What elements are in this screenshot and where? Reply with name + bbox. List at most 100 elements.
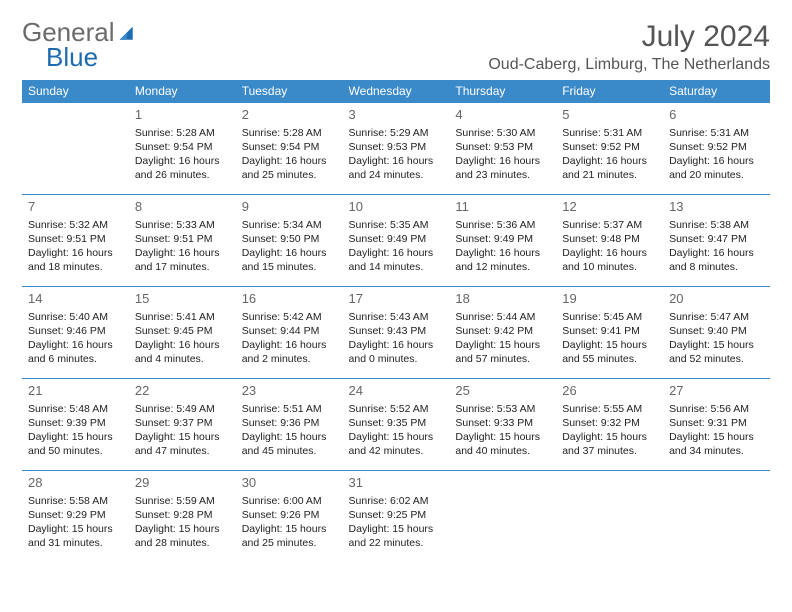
calendar-cell: 13Sunrise: 5:38 AMSunset: 9:47 PMDayligh… bbox=[663, 195, 770, 287]
day-number: 29 bbox=[135, 474, 230, 492]
day-info: Sunrise: 6:02 AMSunset: 9:25 PMDaylight:… bbox=[349, 494, 444, 551]
calendar-cell: 27 Sunrise: 5:56 AMSunset: 9:31 PMDayligh… bbox=[663, 379, 770, 471]
day-number: 21 bbox=[28, 382, 123, 400]
day-info: Sunrise: 5:41 AMSunset: 9:45 PMDaylight:… bbox=[135, 310, 230, 367]
calendar-cell bbox=[663, 471, 770, 563]
calendar-cell bbox=[556, 471, 663, 563]
calendar-cell: 18Sunrise: 5:44 AMSunset: 9:42 PMDayligh… bbox=[449, 287, 556, 379]
day-number: 14 bbox=[28, 290, 123, 308]
location: Oud-Caberg, Limburg, The Netherlands bbox=[488, 56, 770, 74]
day-info: Sunrise: 5:36 AMSunset: 9:49 PMDaylight:… bbox=[455, 218, 550, 275]
day-info: Sunrise: 5:30 AMSunset: 9:53 PMDaylight:… bbox=[455, 126, 550, 183]
day-number: 18 bbox=[455, 290, 550, 308]
day-info: Sunrise: 5:28 AMSunset: 9:54 PMDaylight:… bbox=[242, 126, 337, 183]
weekday-header: Saturday bbox=[663, 80, 770, 103]
day-info: Sunrise: 5:45 AMSunset: 9:41 PMDaylight:… bbox=[562, 310, 657, 367]
day-number: 13 bbox=[669, 198, 764, 216]
day-number: 12 bbox=[562, 198, 657, 216]
day-info: Sunrise: 5:31 AMSunset: 9:52 PMDaylight:… bbox=[562, 126, 657, 183]
calendar-row: 1 Sunrise: 5:28 AMSunset: 9:54 PMDaylight… bbox=[22, 103, 770, 195]
day-number: 6 bbox=[669, 106, 764, 124]
day-number: 26 bbox=[562, 382, 657, 400]
day-number: 5 bbox=[562, 106, 657, 124]
calendar-cell: 29Sunrise: 5:59 AMSunset: 9:28 PMDayligh… bbox=[129, 471, 236, 563]
calendar-table: SundayMondayTuesdayWednesdayThursdayFrid… bbox=[22, 80, 770, 563]
day-info: Sunrise: 5:52 AMSunset: 9:35 PMDaylight:… bbox=[349, 402, 444, 459]
day-number: 4 bbox=[455, 106, 550, 124]
day-number: 9 bbox=[242, 198, 337, 216]
day-info: Sunrise: 5:56 AMSunset: 9:31 PMDaylight:… bbox=[669, 402, 764, 459]
calendar-cell: 19 Sunrise: 5:45 AMSunset: 9:41 PMDayligh… bbox=[556, 287, 663, 379]
day-number: 1 bbox=[135, 106, 230, 124]
day-info: Sunrise: 5:33 AMSunset: 9:51 PMDaylight:… bbox=[135, 218, 230, 275]
day-info: Sunrise: 5:51 AMSunset: 9:36 PMDaylight:… bbox=[242, 402, 337, 459]
day-number: 24 bbox=[349, 382, 444, 400]
calendar-cell: 8 Sunrise: 5:33 AMSunset: 9:51 PMDaylight… bbox=[129, 195, 236, 287]
day-info: Sunrise: 5:31 AMSunset: 9:52 PMDaylight:… bbox=[669, 126, 764, 183]
day-number: 27 bbox=[669, 382, 764, 400]
weekday-header: Sunday bbox=[22, 80, 129, 103]
calendar-cell: 16Sunrise: 5:42 AMSunset: 9:44 PMDayligh… bbox=[236, 287, 343, 379]
weekday-header: Tuesday bbox=[236, 80, 343, 103]
day-info: Sunrise: 5:28 AMSunset: 9:54 PMDaylight:… bbox=[135, 126, 230, 183]
day-number: 8 bbox=[135, 198, 230, 216]
day-number: 22 bbox=[135, 382, 230, 400]
calendar-body: 1 Sunrise: 5:28 AMSunset: 9:54 PMDaylight… bbox=[22, 103, 770, 563]
day-info: Sunrise: 5:42 AMSunset: 9:44 PMDaylight:… bbox=[242, 310, 337, 367]
calendar-row: 7 Sunrise: 5:32 AMSunset: 9:51 PMDaylight… bbox=[22, 195, 770, 287]
month-title: July 2024 bbox=[488, 20, 770, 54]
day-info: Sunrise: 5:48 AMSunset: 9:39 PMDaylight:… bbox=[28, 402, 123, 459]
calendar-cell: 20 Sunrise: 5:47 AMSunset: 9:40 PMDayligh… bbox=[663, 287, 770, 379]
day-info: Sunrise: 5:47 AMSunset: 9:40 PMDaylight:… bbox=[669, 310, 764, 367]
calendar-cell: 17 Sunrise: 5:43 AMSunset: 9:43 PMDayligh… bbox=[343, 287, 450, 379]
day-info: Sunrise: 5:49 AMSunset: 9:37 PMDaylight:… bbox=[135, 402, 230, 459]
day-info: Sunrise: 5:34 AMSunset: 9:50 PMDaylight:… bbox=[242, 218, 337, 275]
calendar-cell: 3 Sunrise: 5:29 AMSunset: 9:53 PMDaylight… bbox=[343, 103, 450, 195]
calendar-cell: 6 Sunrise: 5:31 AMSunset: 9:52 PMDaylight… bbox=[663, 103, 770, 195]
day-info: Sunrise: 5:55 AMSunset: 9:32 PMDaylight:… bbox=[562, 402, 657, 459]
header: GeneralBlue July 2024 Oud-Caberg, Limbur… bbox=[22, 20, 770, 74]
day-info: Sunrise: 5:37 AMSunset: 9:48 PMDaylight:… bbox=[562, 218, 657, 275]
weekday-header: Friday bbox=[556, 80, 663, 103]
day-number: 10 bbox=[349, 198, 444, 216]
logo: GeneralBlue bbox=[22, 20, 139, 69]
calendar-row: 28Sunrise: 5:58 AMSunset: 9:29 PMDayligh… bbox=[22, 471, 770, 563]
day-number: 7 bbox=[28, 198, 123, 216]
day-info: Sunrise: 5:43 AMSunset: 9:43 PMDaylight:… bbox=[349, 310, 444, 367]
day-number: 3 bbox=[349, 106, 444, 124]
day-info: Sunrise: 6:00 AMSunset: 9:26 PMDaylight:… bbox=[242, 494, 337, 551]
day-number: 2 bbox=[242, 106, 337, 124]
calendar-cell: 1 Sunrise: 5:28 AMSunset: 9:54 PMDaylight… bbox=[129, 103, 236, 195]
calendar-cell: 2 Sunrise: 5:28 AMSunset: 9:54 PMDaylight… bbox=[236, 103, 343, 195]
calendar-cell: 10 Sunrise: 5:35 AMSunset: 9:49 PMDayligh… bbox=[343, 195, 450, 287]
day-number: 20 bbox=[669, 290, 764, 308]
calendar-cell: 4 Sunrise: 5:30 AMSunset: 9:53 PMDaylight… bbox=[449, 103, 556, 195]
calendar-row: 21 Sunrise: 5:48 AMSunset: 9:39 PMDayligh… bbox=[22, 379, 770, 471]
calendar-cell: 30 Sunrise: 6:00 AMSunset: 9:26 PMDayligh… bbox=[236, 471, 343, 563]
calendar-cell: 22 Sunrise: 5:49 AMSunset: 9:37 PMDayligh… bbox=[129, 379, 236, 471]
day-number: 31 bbox=[349, 474, 444, 492]
day-number: 30 bbox=[242, 474, 337, 492]
logo-sail-icon bbox=[117, 20, 137, 45]
day-info: Sunrise: 5:32 AMSunset: 9:51 PMDaylight:… bbox=[28, 218, 123, 275]
calendar-cell bbox=[449, 471, 556, 563]
day-number: 17 bbox=[349, 290, 444, 308]
calendar-cell: 15 Sunrise: 5:41 AMSunset: 9:45 PMDayligh… bbox=[129, 287, 236, 379]
calendar-cell: 24 Sunrise: 5:52 AMSunset: 9:35 PMDayligh… bbox=[343, 379, 450, 471]
day-number: 25 bbox=[455, 382, 550, 400]
calendar-cell: 25 Sunrise: 5:53 AMSunset: 9:33 PMDayligh… bbox=[449, 379, 556, 471]
day-number: 15 bbox=[135, 290, 230, 308]
day-info: Sunrise: 5:58 AMSunset: 9:29 PMDaylight:… bbox=[28, 494, 123, 551]
weekday-header: Wednesday bbox=[343, 80, 450, 103]
day-info: Sunrise: 5:35 AMSunset: 9:49 PMDaylight:… bbox=[349, 218, 444, 275]
day-info: Sunrise: 5:53 AMSunset: 9:33 PMDaylight:… bbox=[455, 402, 550, 459]
day-number: 11 bbox=[455, 198, 550, 216]
calendar-cell: 5 Sunrise: 5:31 AMSunset: 9:52 PMDaylight… bbox=[556, 103, 663, 195]
calendar-cell: 12 Sunrise: 5:37 AMSunset: 9:48 PMDayligh… bbox=[556, 195, 663, 287]
logo-text-blue: Blue bbox=[22, 42, 98, 72]
day-number: 19 bbox=[562, 290, 657, 308]
day-info: Sunrise: 5:29 AMSunset: 9:53 PMDaylight:… bbox=[349, 126, 444, 183]
title-block: July 2024 Oud-Caberg, Limburg, The Nethe… bbox=[488, 20, 770, 74]
calendar-cell: 21 Sunrise: 5:48 AMSunset: 9:39 PMDayligh… bbox=[22, 379, 129, 471]
weekday-header-row: SundayMondayTuesdayWednesdayThursdayFrid… bbox=[22, 80, 770, 103]
